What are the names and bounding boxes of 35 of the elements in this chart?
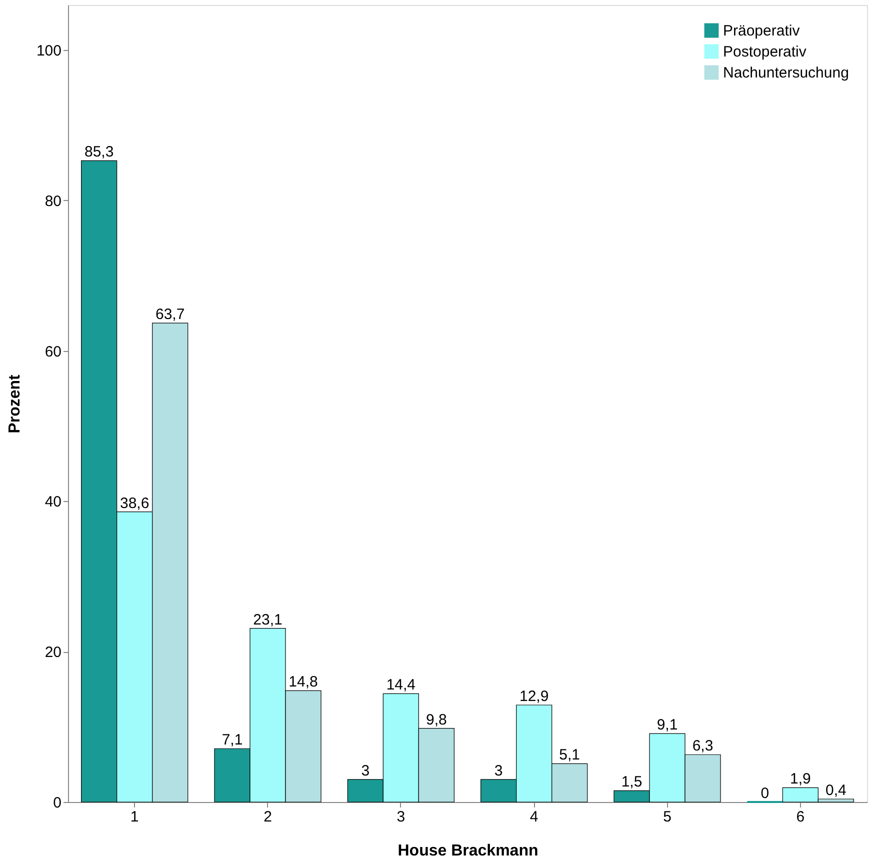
legend-label: Nachuntersuchung xyxy=(723,64,849,82)
data-label: 14,8 xyxy=(288,674,318,691)
y-tick-label: 0 xyxy=(53,794,62,812)
data-label: 12,9 xyxy=(519,688,549,706)
x-tick-label: 5 xyxy=(663,808,672,826)
data-label: 3 xyxy=(494,762,503,780)
legend-label: Präoperativ xyxy=(723,22,800,40)
y-tick-label: 80 xyxy=(44,192,62,210)
y-tick-label: 20 xyxy=(44,644,62,662)
data-label: 7,1 xyxy=(222,732,243,749)
data-label: 0,4 xyxy=(826,782,846,799)
data-label: 1,9 xyxy=(790,770,811,788)
data-label: 9,1 xyxy=(656,716,678,734)
y-tick-label: 60 xyxy=(44,343,62,360)
data-label: 23,1 xyxy=(253,611,282,628)
data-label: 5,1 xyxy=(559,746,580,764)
data-label: 0 xyxy=(760,785,770,802)
y-axis-title: Prozent xyxy=(6,374,24,434)
data-label: 1,5 xyxy=(621,774,642,791)
data-label: 3 xyxy=(361,762,370,780)
x-tick-label: 6 xyxy=(796,808,805,826)
x-tick-label: 2 xyxy=(264,808,272,826)
y-tick-label: 40 xyxy=(44,494,62,511)
x-tick-label: 4 xyxy=(530,808,538,826)
x-tick-label: 1 xyxy=(130,808,139,826)
x-axis-title: House Brackmann xyxy=(398,842,538,860)
x-tick-label: 3 xyxy=(396,808,406,826)
y-tick-label: 100 xyxy=(36,42,62,60)
legend-label: Postoperativ xyxy=(723,44,807,60)
data-label: 9,8 xyxy=(426,711,447,728)
data-label: 85,3 xyxy=(84,144,114,161)
data-label: 63,7 xyxy=(155,306,185,324)
data-label: 14,4 xyxy=(386,676,416,694)
data-label: 38,6 xyxy=(120,494,150,512)
data-label: 6,3 xyxy=(692,738,714,755)
